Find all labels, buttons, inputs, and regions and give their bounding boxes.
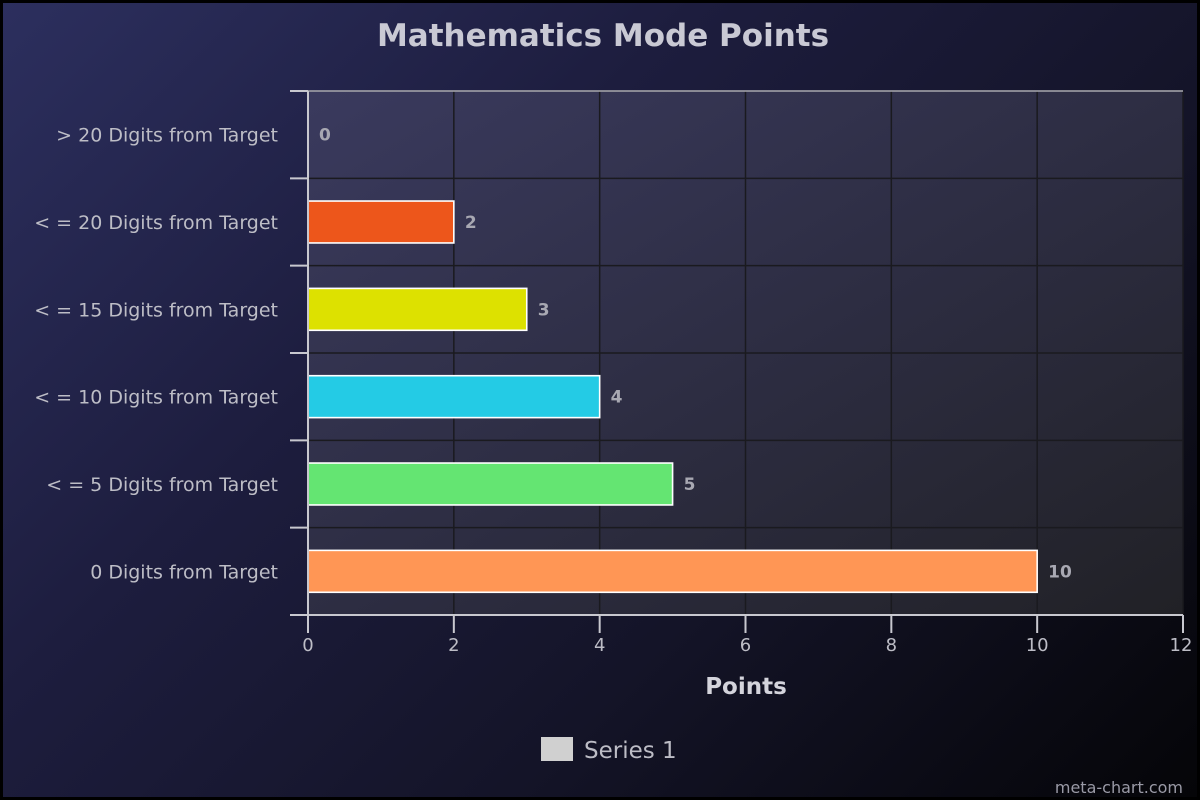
data-label: 2 bbox=[465, 213, 477, 233]
bar[interactable] bbox=[307, 462, 674, 506]
x-tick-label: 6 bbox=[740, 635, 751, 656]
legend[interactable]: Series 1 bbox=[541, 737, 677, 764]
x-tick-label: 2 bbox=[448, 635, 459, 656]
x-tick-label: 10 bbox=[1026, 635, 1049, 656]
data-labels: 0 2 3 4 5 10 bbox=[319, 126, 1072, 583]
data-label: 3 bbox=[538, 300, 550, 320]
bar[interactable] bbox=[307, 374, 601, 419]
data-label: 5 bbox=[684, 475, 696, 495]
bars bbox=[307, 200, 1038, 594]
data-label: 10 bbox=[1048, 562, 1072, 582]
category-labels: > 20 Digits from Target < = 20 Digits fro… bbox=[34, 125, 278, 584]
category-label: < = 15 Digits from Target bbox=[34, 299, 278, 321]
x-axis-label: Points bbox=[705, 674, 787, 700]
axes bbox=[290, 90, 1184, 633]
category-label: < = 10 Digits from Target bbox=[34, 387, 278, 409]
bar-chart: Mathematics Mode Points > 20 Digits from… bbox=[34, 18, 1192, 797]
chart-title: Mathematics Mode Points bbox=[377, 18, 829, 54]
data-label: 0 bbox=[319, 126, 331, 146]
x-tick-label: 4 bbox=[594, 635, 605, 656]
data-label: 4 bbox=[611, 388, 623, 408]
category-label: > 20 Digits from Target bbox=[56, 125, 278, 147]
x-tick-label: 8 bbox=[886, 635, 897, 656]
x-tick-label: 0 bbox=[302, 635, 313, 656]
bar[interactable] bbox=[307, 549, 1038, 594]
watermark: meta-chart.com bbox=[1055, 778, 1183, 797]
legend-swatch[interactable] bbox=[541, 737, 573, 761]
category-label: < = 5 Digits from Target bbox=[46, 474, 278, 496]
bar[interactable] bbox=[307, 287, 528, 332]
category-label: < = 20 Digits from Target bbox=[34, 212, 278, 234]
category-label: 0 Digits from Target bbox=[90, 561, 278, 583]
legend-label[interactable]: Series 1 bbox=[584, 738, 677, 764]
x-tick-label: 12 bbox=[1170, 635, 1193, 656]
bar[interactable] bbox=[307, 200, 455, 244]
x-tick-labels: 0 2 4 6 8 10 12 bbox=[302, 635, 1192, 656]
